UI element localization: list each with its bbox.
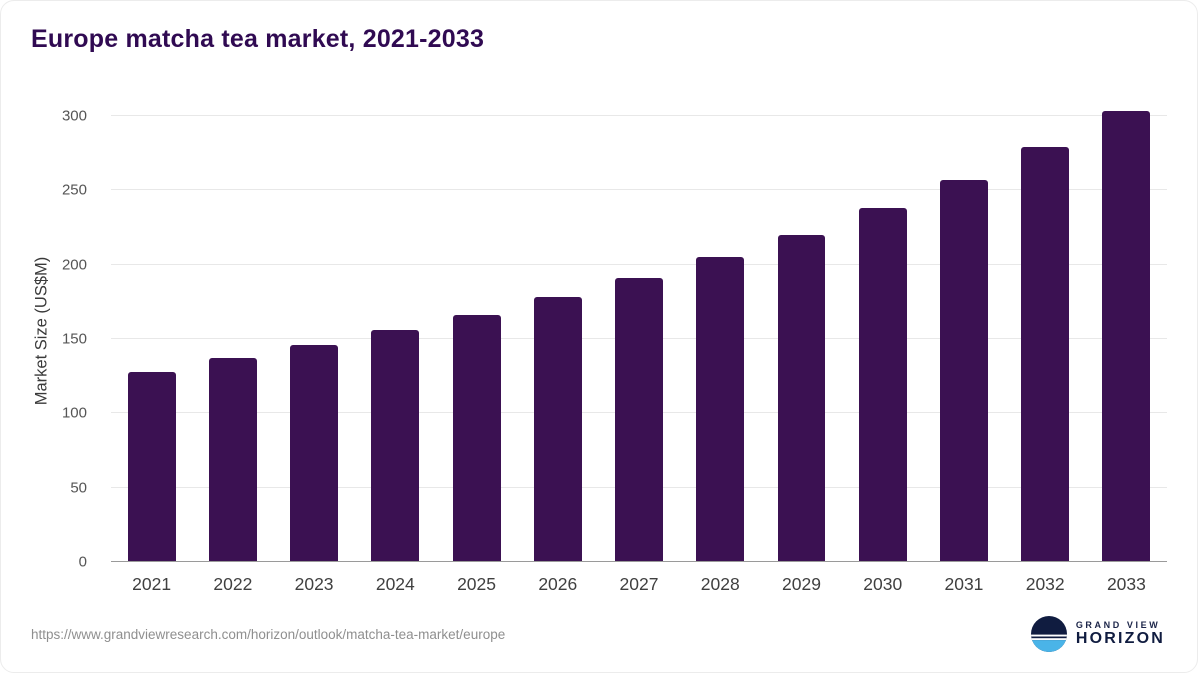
bar-2022[interactable]	[208, 358, 257, 562]
horizon-logo-icon	[1030, 616, 1067, 652]
x-axis-line	[111, 561, 1167, 562]
logo-text-horizon: HORIZON	[1075, 629, 1165, 647]
gridline	[111, 263, 1167, 265]
x-tick-label-2022: 2022	[213, 574, 253, 594]
x-axis-tick-labels: 2021 2022 2023 2024 2025 2026 2027 2028 2029 2030…	[111, 564, 1167, 595]
bar-column-2024	[355, 101, 436, 562]
bar-column-2031	[923, 101, 1004, 562]
plot-area	[111, 101, 1167, 562]
bar-2027[interactable]	[615, 277, 663, 562]
bar-2026[interactable]	[533, 297, 582, 562]
gridline	[111, 189, 1167, 191]
x-tick-label-2024: 2024	[375, 574, 415, 594]
grandview-horizon-logo: GRAND VIEW HORIZON	[1030, 616, 1165, 652]
x-tick-label-2029: 2029	[782, 574, 821, 594]
x-tick-label-2021: 2021	[132, 574, 172, 594]
bar-column-2028	[680, 101, 761, 562]
bar-column-2026	[517, 101, 598, 562]
bar-2025[interactable]	[452, 315, 501, 562]
y-tick-label-100: 100	[61, 404, 87, 422]
bar-2029[interactable]	[777, 234, 826, 562]
x-tick-label-2028: 2028	[700, 574, 740, 594]
bar-column-2023	[273, 101, 354, 562]
bar-2021[interactable]	[127, 371, 176, 562]
y-tick-label-250: 250	[61, 181, 87, 199]
bar-column-2022	[192, 101, 273, 562]
bar-column-2032	[1005, 101, 1086, 562]
bar-column-2030	[842, 101, 923, 562]
chart-title: Europe matcha tea market, 2021-2033	[31, 25, 485, 53]
bar-2032[interactable]	[1021, 147, 1070, 562]
bar-2024[interactable]	[371, 330, 420, 562]
x-tick-label-2030: 2030	[863, 574, 903, 594]
y-tick-label-150: 150	[61, 330, 87, 348]
y-axis-tick-labels: 0 50 100 150 200 250 300	[1, 101, 99, 570]
x-tick-label-2025: 2025	[457, 574, 497, 594]
bar-column-2025	[436, 101, 517, 562]
bar-column-2029	[761, 101, 842, 562]
logo-text-grand-view: GRAND VIEW	[1075, 619, 1161, 630]
y-tick-label-0: 0	[78, 553, 87, 571]
bar-column-2021	[111, 101, 192, 562]
bar-2028[interactable]	[696, 257, 745, 562]
logo-wordmark: GRAND VIEW HORIZON	[1076, 620, 1165, 649]
y-tick-label-50: 50	[70, 479, 87, 497]
bar-column-2027	[598, 101, 679, 562]
bar-2030[interactable]	[858, 208, 907, 562]
y-tick-label-300: 300	[61, 107, 87, 125]
bar-2023[interactable]	[290, 344, 339, 562]
x-tick-label-2032: 2032	[1025, 574, 1065, 594]
gridline	[111, 114, 1167, 116]
source-url: https://www.grandviewresearch.com/horizo…	[31, 627, 506, 642]
bar-series	[111, 101, 1167, 562]
bar-2031[interactable]	[940, 179, 988, 562]
x-tick-label-2026: 2026	[538, 574, 578, 594]
x-tick-label-2033: 2033	[1106, 574, 1146, 594]
bar-column-2033	[1086, 101, 1167, 562]
x-tick-label-2027: 2027	[619, 574, 659, 594]
x-tick-label-2031: 2031	[944, 574, 984, 594]
bar-2033[interactable]	[1102, 111, 1151, 562]
x-tick-label-2023: 2023	[294, 574, 334, 594]
y-tick-label-200: 200	[61, 256, 87, 274]
